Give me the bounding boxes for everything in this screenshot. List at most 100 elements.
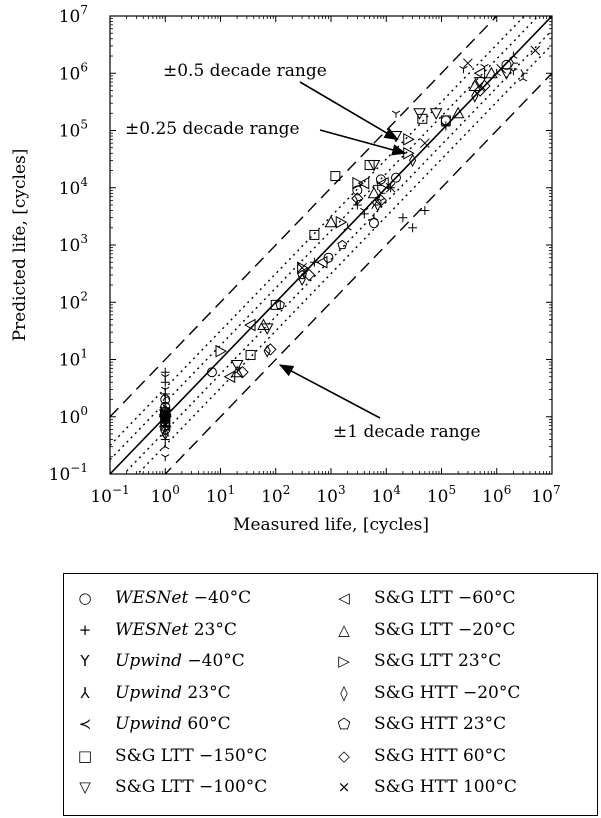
data-point-s9-3 [335, 215, 348, 229]
data-point-s0-12 [501, 59, 512, 70]
legend-marker-icon: ⬠ [337, 715, 351, 733]
data-point-s2-7 [509, 51, 518, 59]
legend-item: △ S&G LTT −20°C [331, 618, 515, 642]
annotation-arrow [319, 129, 407, 156]
data-point-s3-6 [391, 110, 401, 118]
data-point-s3-3 [161, 374, 170, 382]
reference-line--1-decade-range [164, 72, 552, 474]
data-point-s8-8 [485, 66, 498, 79]
data-point-s8-6 [451, 106, 465, 119]
data-point-s10-0 [161, 427, 169, 441]
data-point-s12-6 [473, 84, 487, 97]
data-point-s12-0 [159, 410, 172, 423]
legend-item: × S&G HTT 100°C [331, 775, 517, 799]
data-point-s9-1 [215, 344, 228, 358]
legend-label: Upwind −40°C [115, 651, 245, 671]
data-point-s4-6 [510, 59, 518, 68]
data-point-s0-5 [206, 367, 217, 378]
legend-marker-icon: ○ [78, 589, 92, 607]
legend-label: S&G LTT −100°C [115, 777, 268, 797]
legend-item: ◊ S&G HTT −20°C [331, 681, 520, 705]
data-point-s8-4 [324, 215, 338, 228]
reference-line--0-25-decade-range [110, 16, 540, 461]
legend-marker-icon: ▽ [79, 778, 91, 796]
data-point-s13-2 [297, 262, 307, 273]
reference-line-perfect [110, 16, 552, 474]
legend-marker-icon: □ [77, 746, 93, 765]
data-point-s11-0 [160, 414, 171, 424]
data-point-s10-2 [298, 272, 306, 287]
data-point-s12-3 [302, 268, 316, 282]
data-point-s1-6 [160, 367, 170, 377]
legend-label: S&G HTT 23°C [374, 714, 507, 734]
data-point-s13-5 [463, 58, 473, 69]
data-point-s9-0 [160, 410, 172, 424]
data-point-s2-4 [343, 223, 352, 231]
data-point-s10-5 [471, 89, 479, 103]
x-tick-label: 10−1 [90, 483, 129, 507]
annotation-label: ±0.25 decade range [125, 119, 300, 139]
data-point-s3-2 [161, 386, 170, 394]
x-axis-label: Measured life, [cycles] [233, 515, 429, 535]
data-point-s7-2 [244, 318, 256, 332]
reference-line--0-25-decade-range [122, 29, 552, 474]
data-point-s13-3 [385, 182, 396, 193]
data-point-s6-6 [413, 108, 426, 120]
data-point-s4-7 [520, 69, 528, 78]
x-tick-label: 102 [261, 483, 290, 507]
x-tick-label: 101 [206, 483, 235, 507]
legend-marker-icon: ▷ [338, 652, 350, 670]
data-point-s10-3 [374, 198, 382, 212]
data-point-s12-1 [236, 365, 249, 379]
data-point-s1-8 [352, 200, 362, 210]
legend-label: S&G HTT 60°C [374, 745, 507, 766]
data-point-s5-4 [270, 299, 281, 310]
legend-marker-icon: ◁ [338, 589, 350, 607]
data-points [158, 45, 541, 462]
data-point-s7-5 [377, 176, 389, 190]
legend-label: S&G LTT −20°C [374, 619, 516, 640]
data-point-s5-5 [309, 229, 320, 240]
data-point-s6-2 [230, 360, 244, 372]
legend-item: ◁ S&G LTT −60°C [331, 586, 515, 610]
legend-label: S&G LTT −150°C [115, 745, 268, 766]
data-point-s13-1 [160, 407, 171, 418]
y-tick-label: 100 [59, 404, 88, 428]
legend-marker-icon: △ [338, 620, 350, 639]
data-point-s6-9 [500, 68, 513, 80]
y-tick-label: 102 [59, 289, 88, 313]
legend-item: ○ WESNet −40°C [72, 586, 251, 610]
data-point-s0-6 [323, 252, 334, 263]
y-axis-label: Predicted life, [cycles] [10, 149, 30, 342]
x-tick-label: 103 [316, 483, 345, 507]
data-point-s11-2 [275, 299, 285, 310]
data-point-s8-2 [230, 365, 244, 378]
data-point-s7-4 [357, 176, 370, 190]
legend-label: S&G HTT −20°C [374, 682, 521, 703]
data-point-s12-5 [374, 194, 388, 207]
axis-ticks: 10−1 100 101 102 103 104 105 106 107 10−1 100 101 10… [49, 3, 561, 507]
y-tick-label: 107 [59, 3, 88, 27]
x-tick-label: 106 [482, 483, 511, 507]
legend-item: ▷ S&G LTT 23°C [331, 649, 501, 673]
legend-label: S&G LTT 23°C [374, 651, 502, 671]
y-tick-label: 106 [59, 60, 88, 84]
x-tick-label: 105 [427, 483, 456, 507]
data-point-s1-12 [398, 213, 408, 223]
annotation-label: ±1 decade range [333, 422, 481, 442]
data-point-s5-9 [440, 115, 451, 126]
x-tick-label: 107 [531, 483, 560, 507]
y-tick-label: 101 [59, 347, 88, 371]
y-tick-label: 104 [59, 175, 89, 199]
legend-marker-icon: ⅄ [80, 683, 90, 702]
data-point-s9-5 [403, 146, 415, 160]
legend-label: Upwind 23°C [115, 682, 231, 703]
data-point-s5-3 [245, 349, 256, 360]
legend-label: S&G LTT −60°C [374, 588, 516, 608]
data-point-s1-14 [420, 206, 430, 216]
data-point-s3-7 [459, 66, 468, 74]
fatigue-life-chart: 10−1 100 101 102 103 104 105 106 107 10−1 100 101 10… [10, 3, 561, 535]
data-point-s12-7 [478, 79, 491, 93]
legend-item: ▽ S&G LTT −100°C [72, 775, 267, 799]
legend-marker-icon: ◊ [340, 683, 348, 702]
